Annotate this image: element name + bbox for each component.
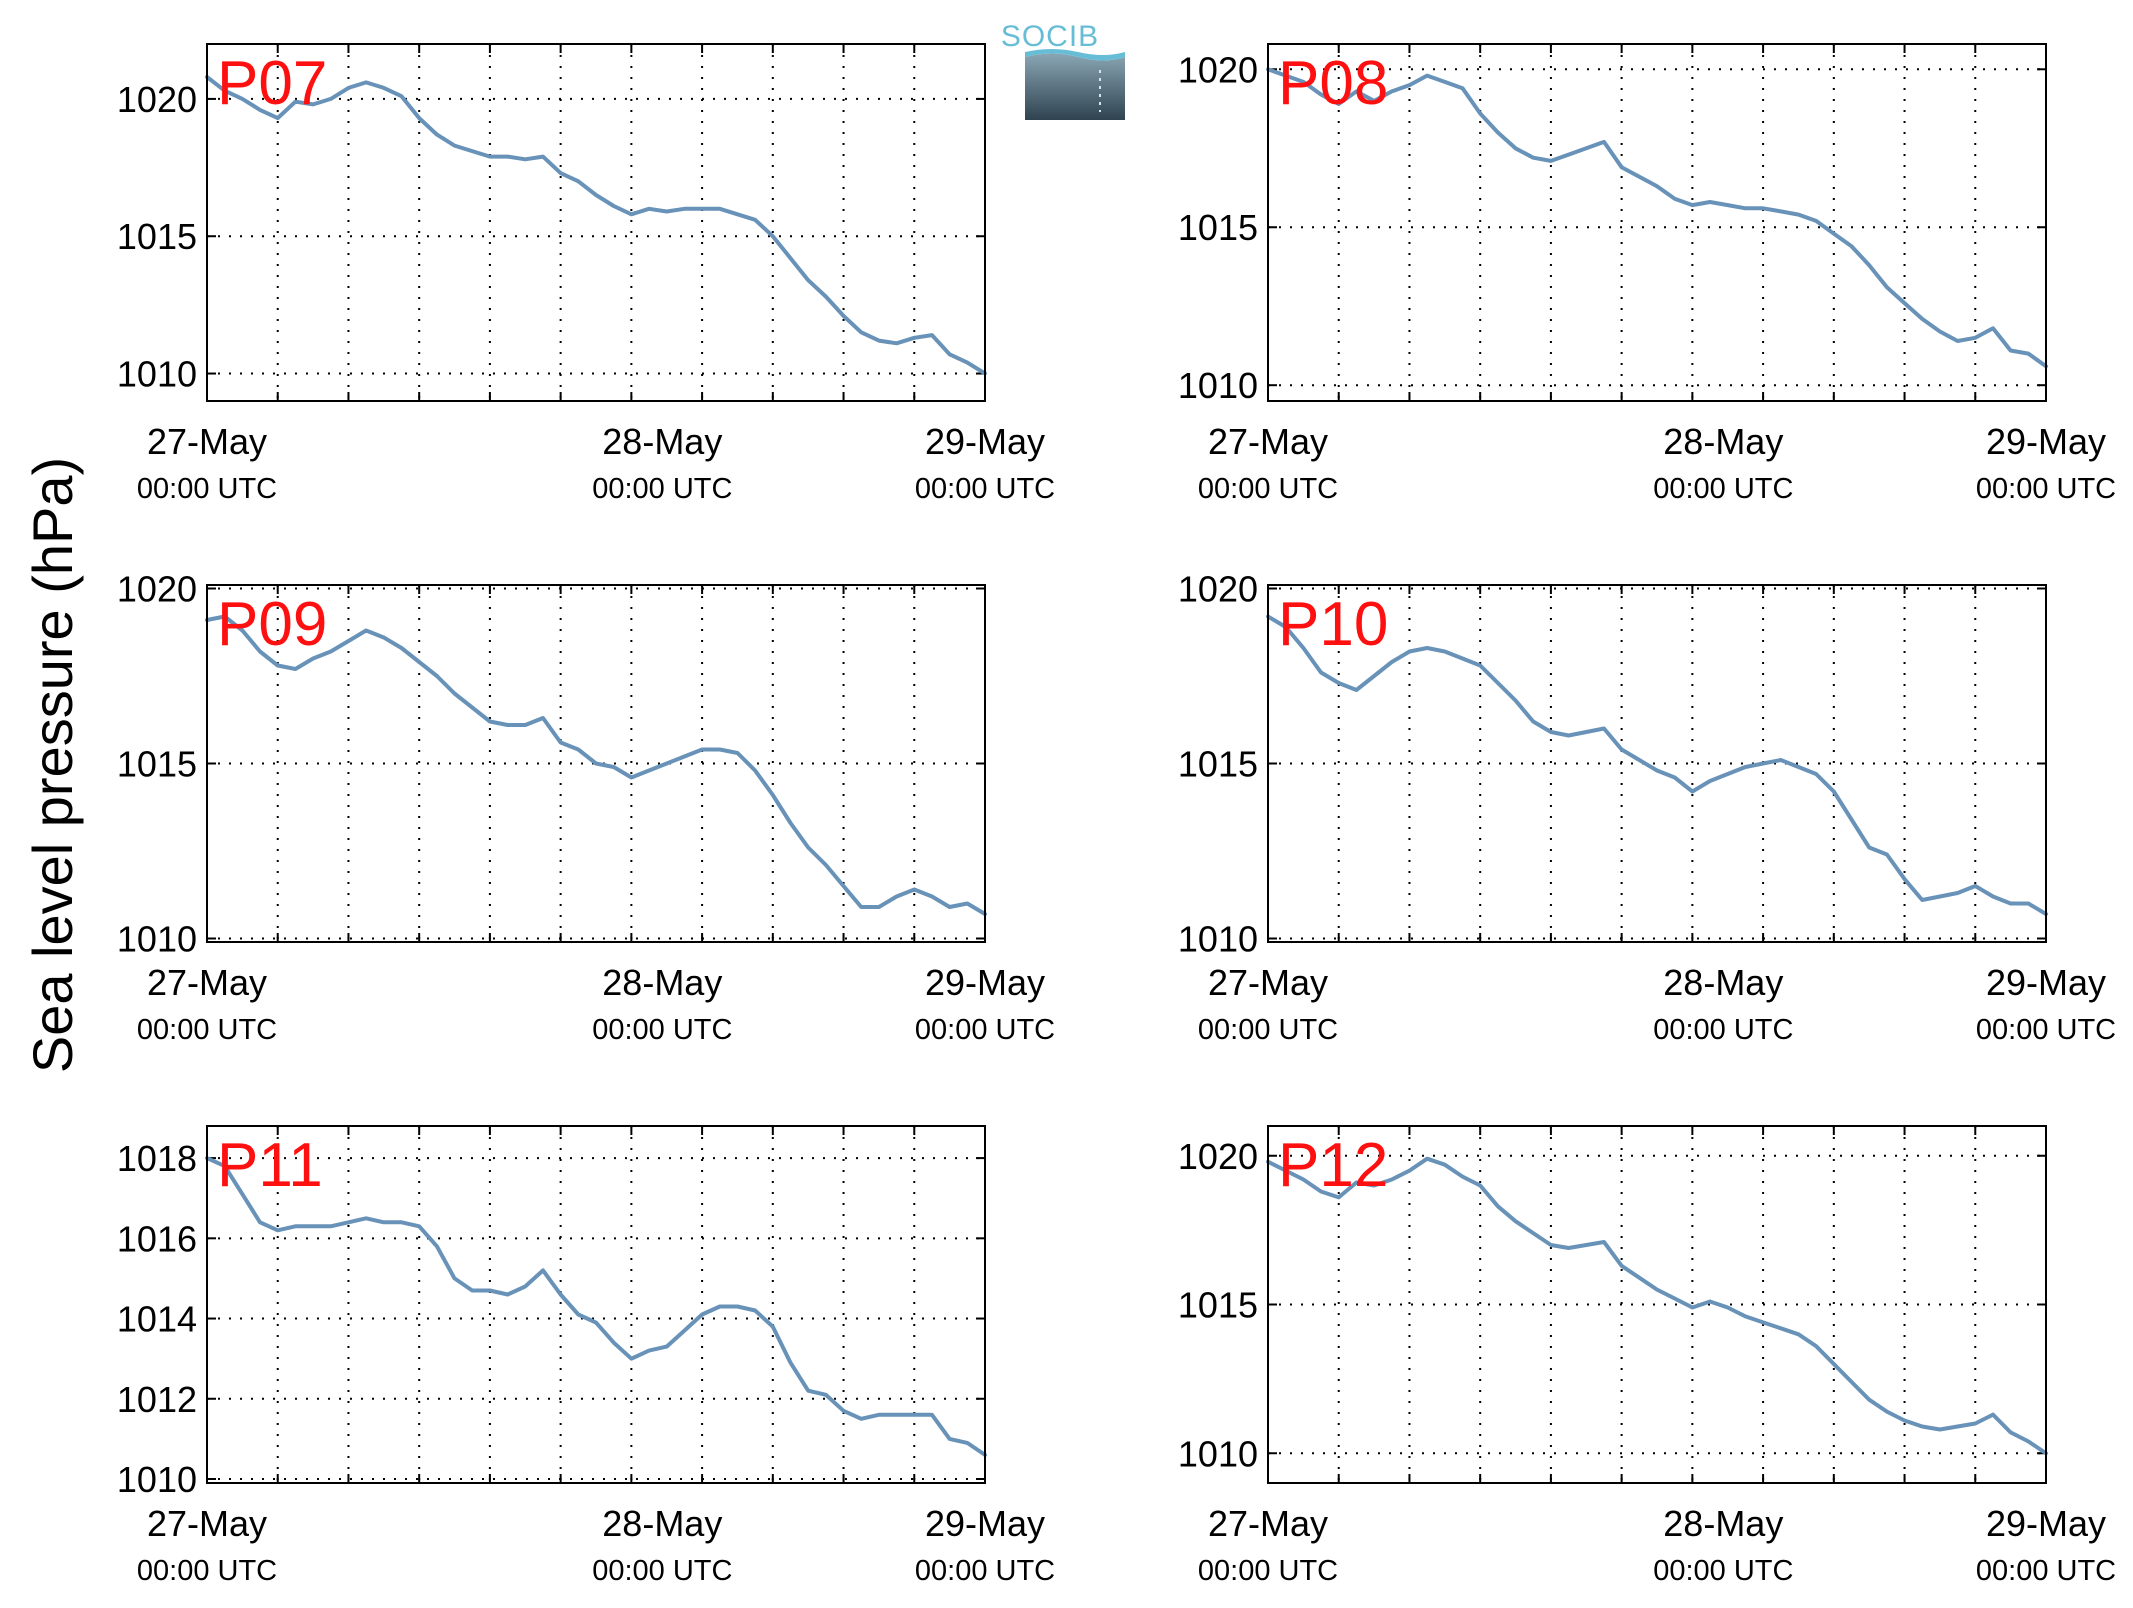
y-tick-label: 1010 [1178,1433,1258,1474]
y-tick-label: 1015 [117,744,197,785]
x-tick-label: 27-May [147,962,267,1003]
y-tick-label: 1010 [1178,919,1258,960]
x-tick-sublabel: 00:00 UTC [137,1014,277,1046]
x-tick-sublabel: 00:00 UTC [137,1555,277,1587]
series-line [1266,614,2048,916]
y-tick-label: 1020 [1178,1136,1258,1177]
y-tick-label: 1018 [117,1138,197,1179]
y-tick-label: 1020 [1178,49,1258,90]
axes-frame [1267,1125,2047,1484]
panel-label: P08 [1278,49,1388,118]
x-tick-label: 28-May [602,962,722,1003]
series-line [1266,67,2048,369]
y-tick-label: 1010 [117,1459,197,1500]
x-tick-sublabel: 00:00 UTC [1653,1014,1793,1046]
socib-logo: SOCIB [1001,20,1125,120]
axes-frame [206,43,986,402]
chart-panel-p11: 1010 1012 1014 1016 1018 27-May 00:00 UTC 28-Ma… [117,1125,1055,1587]
x-tick-sublabel: 00:00 UTC [915,1014,1055,1046]
x-tick-sublabel: 00:00 UTC [592,1555,732,1587]
x-tick-label: 28-May [1663,1503,1783,1544]
x-tick-sublabel: 00:00 UTC [592,1014,732,1046]
x-tick-label: 29-May [1986,1503,2106,1544]
y-tick-label: 1014 [117,1299,197,1340]
x-tick-sublabel: 00:00 UTC [1976,1555,2116,1587]
series-line [1266,1156,2048,1456]
panel-label: P10 [1278,590,1388,659]
y-axis-label: Sea level pressure (hPa) [21,457,84,1073]
axes-frame [1267,43,2047,402]
x-tick-label: 28-May [1663,962,1783,1003]
y-tick-label: 1020 [117,79,197,120]
x-tick-sublabel: 00:00 UTC [1976,1014,2116,1046]
x-tick-sublabel: 00:00 UTC [1198,1555,1338,1587]
logo-text: SOCIB [1001,20,1099,53]
panel-label: P09 [217,590,327,659]
panel-label: P12 [1278,1131,1388,1200]
x-tick-label: 29-May [925,421,1045,462]
x-tick-sublabel: 00:00 UTC [1198,473,1338,505]
y-tick-label: 1020 [1178,569,1258,610]
y-tick-label: 1015 [1178,744,1258,785]
x-tick-label: 27-May [1208,421,1328,462]
y-tick-label: 1015 [1178,207,1258,248]
x-tick-sublabel: 00:00 UTC [1976,473,2116,505]
y-tick-label: 1010 [1178,365,1258,406]
x-tick-label: 29-May [1986,421,2106,462]
panel-label: P07 [217,49,327,118]
x-tick-label: 29-May [925,962,1045,1003]
x-tick-sublabel: 00:00 UTC [1198,1014,1338,1046]
x-tick-label: 29-May [925,1503,1045,1544]
axes-frame [206,1125,986,1484]
x-tick-label: 27-May [1208,1503,1328,1544]
y-tick-label: 1015 [117,216,197,257]
x-tick-sublabel: 00:00 UTC [592,473,732,505]
chart-panel-p07: 1010 1015 1020 27-May 00:00 UTC 28-May 00:00 U… [117,43,1055,505]
y-tick-label: 1020 [117,569,197,610]
x-tick-label: 28-May [1663,421,1783,462]
chart-panel-p10: 1010 1015 1020 27-May 00:00 UTC 28-May 00:00 U… [1178,569,2116,1047]
x-tick-label: 27-May [147,1503,267,1544]
chart-panel-p08: 1010 1015 1020 27-May 00:00 UTC 28-May 00:00 U… [1178,43,2116,505]
chart-panel-p09: 1010 1015 1020 27-May 00:00 UTC 28-May 00:00 U… [117,569,1055,1047]
panel-label: P11 [217,1131,323,1200]
y-tick-label: 1015 [1178,1285,1258,1326]
x-tick-label: 27-May [1208,962,1328,1003]
x-tick-label: 29-May [1986,962,2106,1003]
x-tick-label: 28-May [602,421,722,462]
panels: 1010 1015 1020 27-May 00:00 UTC 28-May 00:00 U… [117,43,2116,1587]
series-line [205,614,987,916]
series-line [205,75,987,376]
x-tick-sublabel: 00:00 UTC [1653,1555,1793,1587]
x-tick-label: 28-May [602,1503,722,1544]
y-tick-label: 1012 [117,1379,197,1420]
y-tick-label: 1010 [117,919,197,960]
chart-panel-p12: 1010 1015 1020 27-May 00:00 UTC 28-May 00:00 U… [1178,1125,2116,1587]
series-line [205,1156,987,1457]
axes-frame [206,584,986,943]
y-tick-label: 1016 [117,1218,197,1259]
x-tick-label: 27-May [147,421,267,462]
x-tick-sublabel: 00:00 UTC [1653,473,1793,505]
y-tick-label: 1010 [117,354,197,395]
x-tick-sublabel: 00:00 UTC [137,473,277,505]
x-tick-sublabel: 00:00 UTC [915,473,1055,505]
axes-frame [1267,584,2047,943]
x-tick-sublabel: 00:00 UTC [915,1555,1055,1587]
